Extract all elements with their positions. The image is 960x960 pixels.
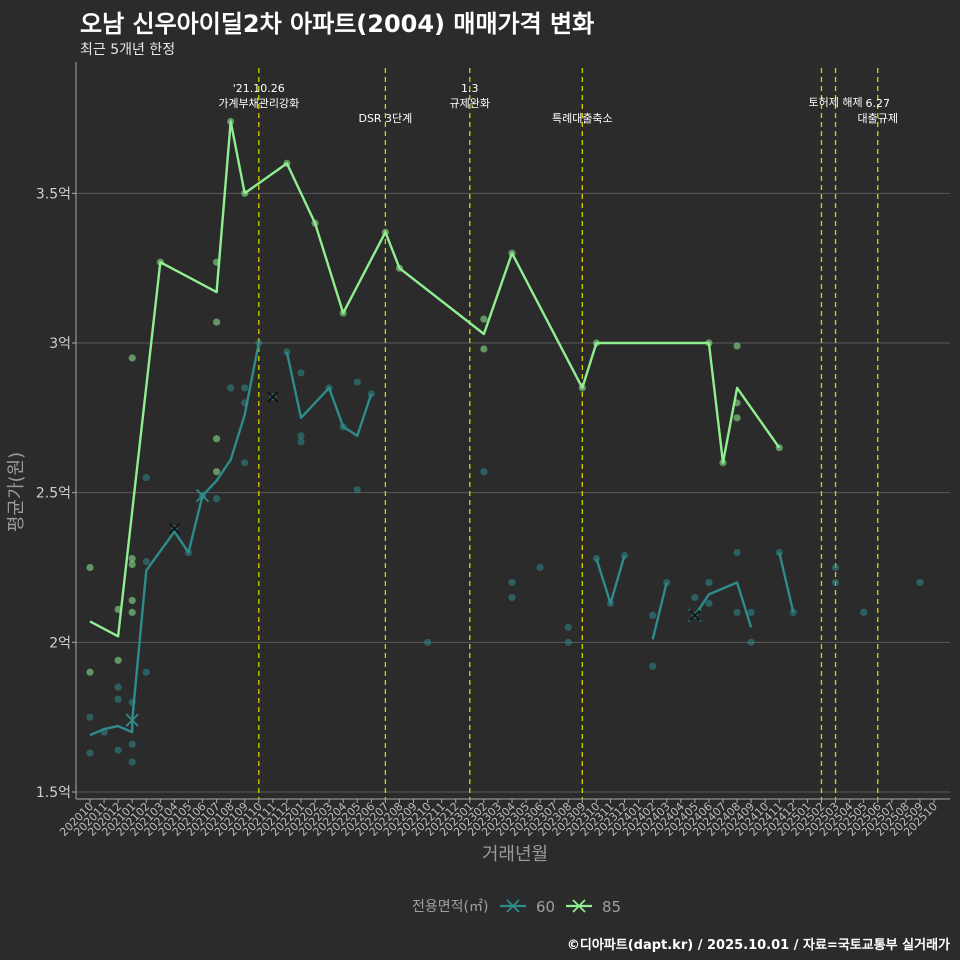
x-axis-label: 거래년월	[482, 844, 548, 865]
series-60-point	[213, 495, 221, 503]
series-85-point	[480, 345, 488, 353]
series-60-point	[508, 578, 516, 587]
series-60-point	[789, 608, 797, 617]
series-85-point	[86, 668, 94, 676]
series-85-point	[733, 414, 741, 422]
series-60-point	[142, 474, 150, 482]
series-60-point	[916, 578, 924, 587]
series-60-cross-marker	[125, 713, 139, 727]
series-60-point	[705, 578, 713, 587]
series-60-point	[831, 578, 840, 587]
series-85-line	[89, 120, 781, 638]
series-60-point	[649, 611, 657, 619]
series-60-point	[114, 683, 122, 691]
series-60-point	[86, 713, 94, 721]
series-60-line	[651, 582, 668, 640]
event-label: 대출규제	[857, 112, 897, 125]
series-85-point	[480, 315, 488, 323]
series-60-point	[128, 740, 136, 748]
series-60-point	[241, 384, 249, 392]
y-tick-label: 2억	[49, 635, 71, 651]
series-60-point	[733, 608, 741, 617]
series-60-point	[114, 746, 122, 754]
series-60-point	[536, 563, 544, 572]
event-label: 특례대출축소	[552, 112, 613, 125]
legend: 전용면적(㎡) 60 85	[412, 898, 621, 916]
series-85-point	[213, 318, 221, 326]
series-60-point	[860, 608, 868, 617]
series-60-point	[297, 432, 305, 440]
y-tick-label: 3.5억	[36, 186, 71, 202]
series-60-point	[227, 384, 235, 392]
legend-title: 전용면적(㎡)	[412, 899, 488, 915]
series-60-line	[285, 351, 373, 437]
series-60-point	[747, 608, 755, 617]
series-85-point	[128, 554, 136, 563]
series-60-point	[142, 557, 150, 566]
event-label: 토허제 해제	[808, 95, 862, 109]
series-85-point	[114, 656, 122, 664]
series-60-line	[693, 581, 753, 628]
series-60-line	[89, 342, 260, 737]
event-label: 1.3	[461, 82, 479, 95]
series-85-point	[213, 468, 221, 476]
chart-subtitle: 최근 5개년 한정	[80, 42, 176, 58]
series-60-point	[86, 749, 94, 757]
legend-85-swatch-cross	[572, 899, 586, 913]
chart-title: 오남 신우아이딜2차 아파트(2004) 매매가격 변화	[80, 10, 595, 38]
y-tick-label: 3억	[49, 336, 71, 352]
event-label: 규제완화	[450, 97, 490, 110]
series-60-point	[297, 369, 305, 377]
legend-85-label: 85	[602, 898, 621, 916]
legend-60-label: 60	[536, 898, 555, 916]
event-label: 가계부채관리강화	[218, 97, 299, 110]
series-60-point	[424, 638, 432, 646]
legend-60-swatch-cross	[506, 899, 520, 913]
series-85-point	[86, 563, 94, 572]
series-85-point	[128, 560, 136, 569]
series-60-dark-marker	[168, 522, 181, 535]
event-label: '21.10.26	[233, 82, 285, 95]
y-grid	[76, 192, 950, 793]
series-60-point	[649, 662, 657, 670]
series-60-point	[241, 459, 249, 467]
event-label: 6.27	[865, 97, 890, 110]
series-60-point	[480, 468, 488, 476]
event-label: DSR 3단계	[358, 112, 412, 125]
series-60-cross-marker	[195, 489, 210, 503]
series-60-point	[564, 623, 572, 631]
series-85-point	[128, 608, 136, 617]
series-60-point	[705, 599, 713, 608]
series-60-point	[747, 638, 755, 646]
series-60-point	[297, 438, 305, 446]
series-60-line	[778, 552, 795, 613]
series-60-point	[663, 578, 671, 587]
y-tick-label: 1.5억	[36, 785, 71, 801]
series-60-point	[831, 563, 840, 572]
y-axis-label: 평균가(원)	[6, 452, 27, 532]
series-85-point	[128, 354, 136, 362]
series-60-point	[691, 593, 699, 602]
series-60-point	[128, 758, 136, 766]
series-60-point	[508, 593, 516, 602]
series-85-point	[213, 435, 221, 443]
series-60-point	[564, 638, 572, 646]
series-85-point	[128, 596, 136, 605]
y-tick-label: 2.5억	[36, 486, 71, 502]
series-60-point	[283, 348, 291, 356]
series-60-point	[142, 668, 150, 676]
series-60-point	[353, 378, 361, 386]
series-60-point	[114, 695, 122, 703]
axes: 1.5억2억2.5억3억3.5억202010202011202012202101…	[36, 62, 950, 839]
series-group	[86, 117, 924, 766]
series-60-point	[733, 548, 741, 557]
series-60-line	[595, 555, 626, 605]
series-60-dark-marker	[267, 391, 279, 403]
series-60-dark-marker	[689, 609, 701, 622]
series-85-point	[733, 342, 741, 350]
series-60-point	[353, 486, 361, 494]
chart-caption: ©디아파트(dapt.kr) / 2025.10.01 / 자료=국토교통부 실…	[566, 938, 950, 953]
